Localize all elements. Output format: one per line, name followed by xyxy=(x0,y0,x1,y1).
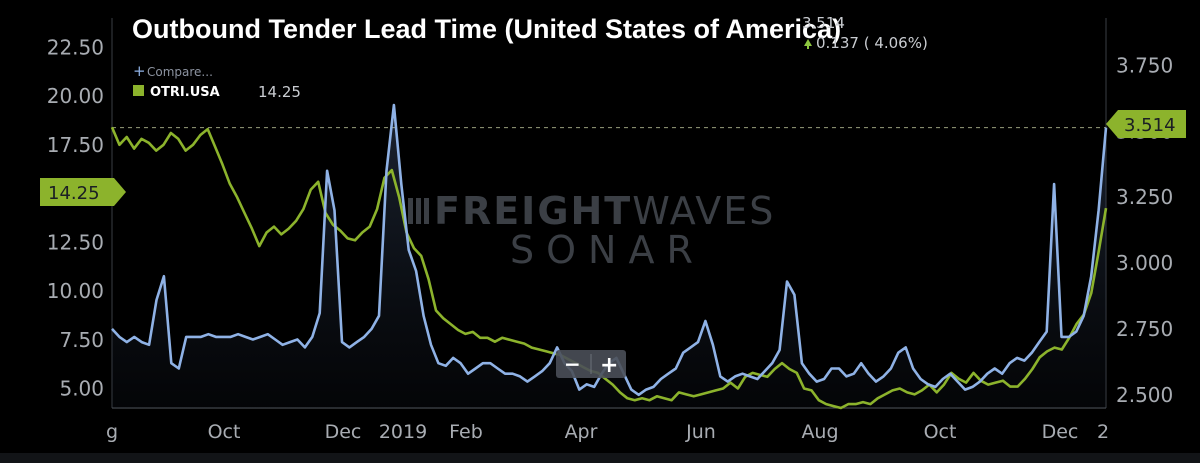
left-badge-text: 14.25 xyxy=(48,183,100,204)
current-value: 3.514 xyxy=(802,14,845,32)
x-tick-label: Feb xyxy=(449,421,483,443)
y-left-tick-label: 12.50 xyxy=(47,230,104,254)
series-line-otri xyxy=(110,126,1108,410)
y-left-tick-label: 5.00 xyxy=(59,377,104,401)
zoom-out-button[interactable]: − xyxy=(556,350,590,378)
y-left-tick-label: 7.50 xyxy=(59,328,104,352)
legend-series-label: OTRI.USA xyxy=(150,85,220,100)
legend-series-swatch xyxy=(133,85,144,96)
bottom-scrollbar[interactable] xyxy=(0,453,1200,463)
y-left-tick-label: 22.50 xyxy=(47,35,104,59)
legend-series-value: 14.25 xyxy=(258,83,301,101)
y-right-tick-label: 2.750 xyxy=(1116,317,1173,341)
y-right-tick-label: 3.000 xyxy=(1116,251,1173,275)
y-left-tick-label: 17.50 xyxy=(47,133,104,157)
x-tick-label: Dec xyxy=(1042,421,1079,443)
watermark-line1: FREIGHTWAVES xyxy=(434,189,775,233)
x-axis: g Oct Dec 2019 Feb Apr Jun Aug Oct Dec 2 xyxy=(106,421,1109,443)
legend-compare[interactable]: + Compare... xyxy=(133,62,213,80)
left-value-badge: 14.25 xyxy=(40,178,126,206)
x-tick-label: Oct xyxy=(924,421,957,443)
arrow-up-icon xyxy=(804,39,812,49)
y-left-tick-label: 10.00 xyxy=(47,279,104,303)
plus-zoom-icon: + xyxy=(600,353,618,378)
zoom-controls: − + xyxy=(556,350,626,378)
x-tick-label: g xyxy=(106,421,118,443)
change-value: 0.137 ( 4.06%) xyxy=(816,34,928,52)
watermark-logo-icon xyxy=(408,198,429,224)
x-tick-label: Apr xyxy=(565,421,598,443)
y-right-tick-label: 2.500 xyxy=(1116,383,1173,407)
zoom-in-button[interactable]: + xyxy=(592,350,626,378)
x-tick-label: 2019 xyxy=(379,421,427,443)
watermark-line2: SONAR xyxy=(510,228,705,272)
plus-icon: + xyxy=(133,62,146,80)
compare-area-fill xyxy=(112,105,1106,408)
x-tick-label: Dec xyxy=(325,421,362,443)
x-tick-label: Jun xyxy=(685,421,716,443)
right-badge-text: 3.514 xyxy=(1124,115,1176,136)
chart-title: Outbound Tender Lead Time (United States… xyxy=(132,14,841,44)
y-right-tick-label: 3.250 xyxy=(1116,185,1173,209)
legend-compare-label: Compare... xyxy=(147,65,213,79)
y-right-tick-label: 3.750 xyxy=(1116,53,1173,77)
right-value-badge: 3.514 xyxy=(1106,110,1186,138)
legend-series[interactable]: OTRI.USA 14.25 xyxy=(133,83,301,101)
y-left-tick-label: 20.00 xyxy=(47,84,104,108)
watermark: FREIGHTWAVES SONAR xyxy=(408,189,775,272)
minus-icon: − xyxy=(564,352,581,376)
x-tick-label: Aug xyxy=(801,421,838,443)
compare-area xyxy=(112,105,1106,408)
x-tick-label: Oct xyxy=(208,421,241,443)
x-tick-label: 2 xyxy=(1097,421,1109,443)
